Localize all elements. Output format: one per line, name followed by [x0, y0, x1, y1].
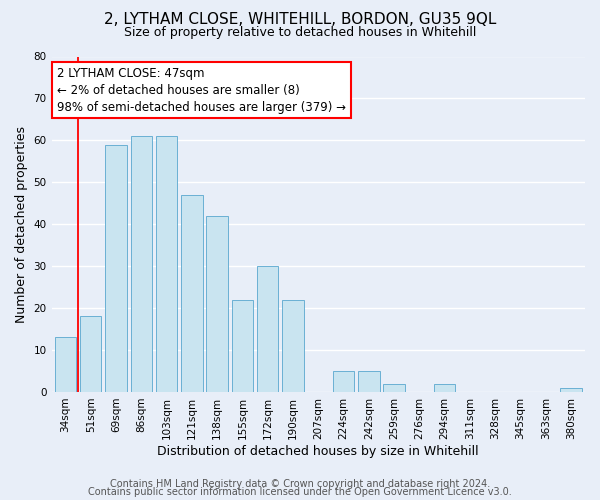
Bar — [333, 371, 354, 392]
Bar — [282, 300, 304, 392]
Bar — [232, 300, 253, 392]
Bar — [434, 384, 455, 392]
Bar — [560, 388, 582, 392]
Text: Contains public sector information licensed under the Open Government Licence v3: Contains public sector information licen… — [88, 487, 512, 497]
Text: 2 LYTHAM CLOSE: 47sqm
← 2% of detached houses are smaller (8)
98% of semi-detach: 2 LYTHAM CLOSE: 47sqm ← 2% of detached h… — [57, 66, 346, 114]
X-axis label: Distribution of detached houses by size in Whitehill: Distribution of detached houses by size … — [157, 444, 479, 458]
Bar — [105, 144, 127, 392]
Bar — [358, 371, 380, 392]
Bar — [257, 266, 278, 392]
Y-axis label: Number of detached properties: Number of detached properties — [15, 126, 28, 322]
Text: Contains HM Land Registry data © Crown copyright and database right 2024.: Contains HM Land Registry data © Crown c… — [110, 479, 490, 489]
Bar — [80, 316, 101, 392]
Bar — [206, 216, 228, 392]
Bar — [181, 195, 203, 392]
Bar — [55, 338, 76, 392]
Text: Size of property relative to detached houses in Whitehill: Size of property relative to detached ho… — [124, 26, 476, 39]
Bar — [383, 384, 405, 392]
Bar — [131, 136, 152, 392]
Bar — [156, 136, 178, 392]
Text: 2, LYTHAM CLOSE, WHITEHILL, BORDON, GU35 9QL: 2, LYTHAM CLOSE, WHITEHILL, BORDON, GU35… — [104, 12, 496, 28]
